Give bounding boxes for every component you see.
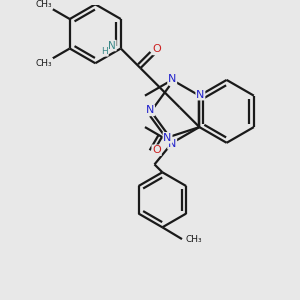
Text: O: O bbox=[152, 145, 161, 155]
Text: N: N bbox=[108, 40, 116, 50]
Text: N: N bbox=[168, 139, 176, 149]
Text: H: H bbox=[101, 47, 108, 56]
Text: CH₃: CH₃ bbox=[36, 59, 52, 68]
Text: N: N bbox=[146, 105, 154, 116]
Text: CH₃: CH₃ bbox=[36, 0, 52, 9]
Text: N: N bbox=[168, 74, 176, 84]
Text: N: N bbox=[164, 133, 172, 143]
Text: O: O bbox=[153, 44, 161, 55]
Text: N: N bbox=[196, 90, 205, 100]
Text: CH₃: CH₃ bbox=[185, 235, 202, 244]
